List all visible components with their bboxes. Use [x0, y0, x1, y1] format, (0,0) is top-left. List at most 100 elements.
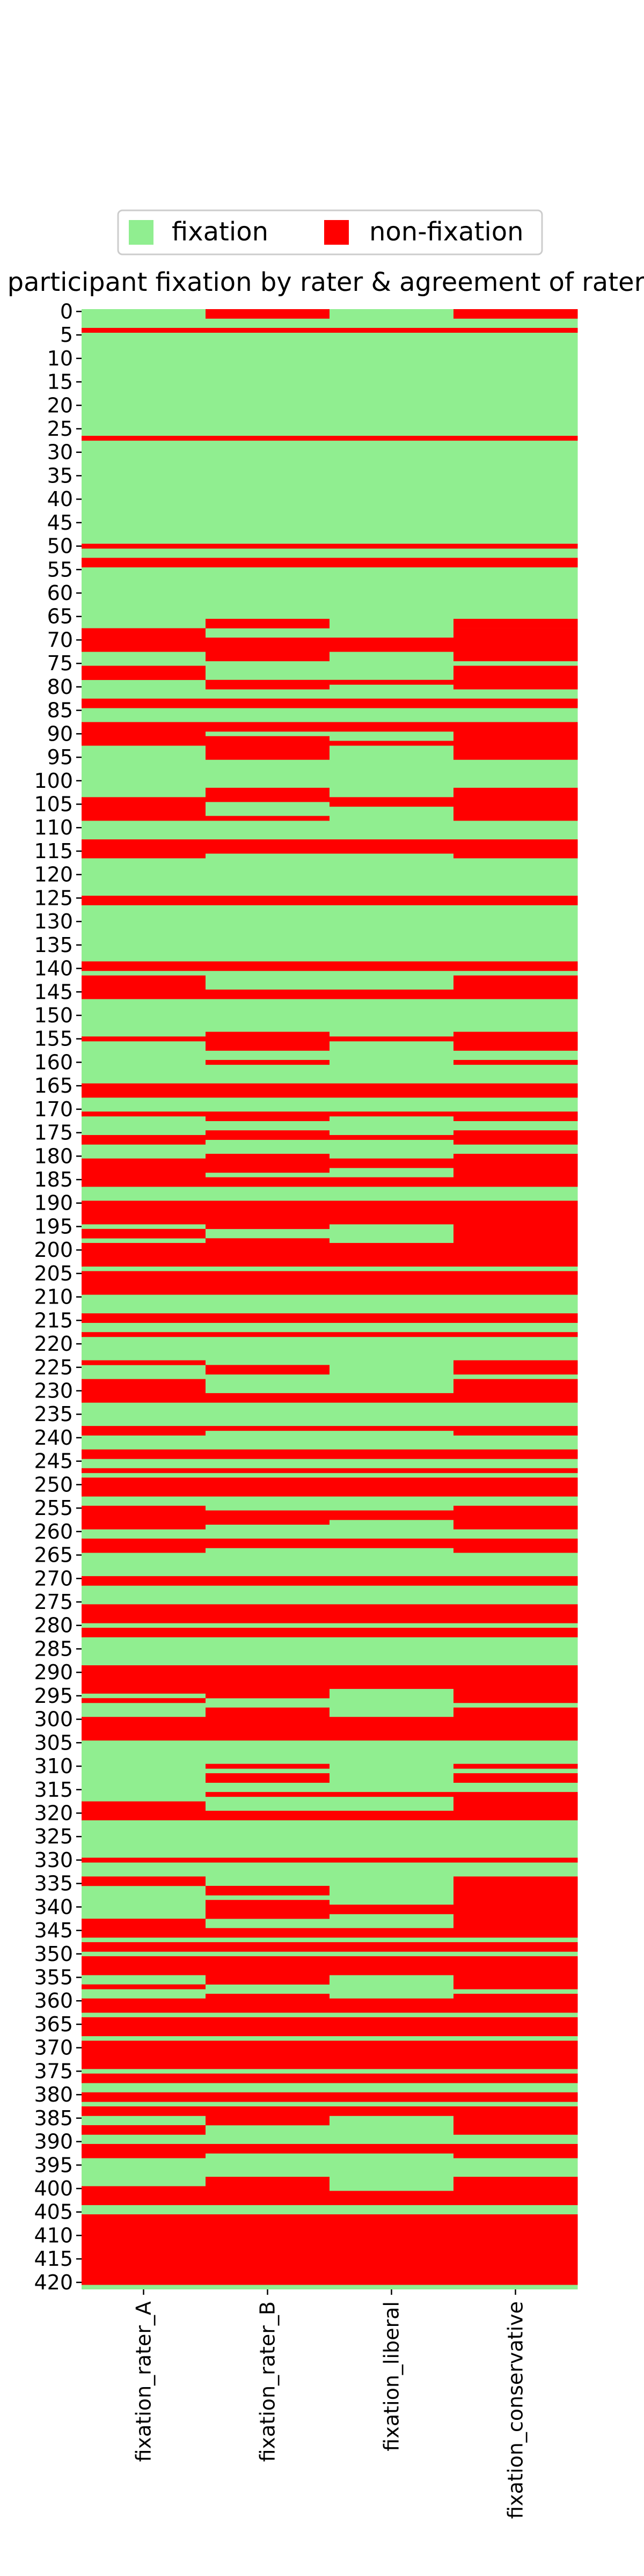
y-tick-label-20: 20	[47, 393, 73, 417]
non-fixation-cell-fixation_conservative-76-80	[453, 665, 578, 690]
non-fixation-cell-fixation_rater_B-154-157	[206, 1031, 330, 1051]
non-fixation-cell-fixation_liberal-231-232	[330, 1393, 454, 1403]
y-tick-label-60: 60	[47, 581, 73, 605]
non-fixation-cell-fixation_rater_A-50-50	[82, 544, 206, 549]
non-fixation-cell-fixation_liberal-383-384	[330, 2106, 454, 2116]
legend-swatch-non-fixation	[324, 220, 349, 245]
non-fixation-cell-fixation_rater_B-225-226	[206, 1365, 330, 1375]
y-tick-label-145: 145	[34, 980, 73, 1004]
non-fixation-cell-fixation_liberal-155-155	[330, 1036, 454, 1042]
non-fixation-cell-fixation_conservative-398-403	[453, 2177, 578, 2205]
non-fixation-cell-fixation_rater_A-196-197	[82, 1228, 206, 1239]
non-fixation-cell-fixation_liberal-289-293	[330, 1665, 454, 1689]
non-fixation-cell-fixation_rater_B-205-209	[206, 1271, 330, 1295]
y-tick-label-395: 395	[34, 2153, 73, 2177]
non-fixation-cell-fixation_liberal-270-271	[330, 1576, 454, 1586]
non-fixation-cell-fixation_conservative-369-374	[453, 2040, 578, 2069]
non-fixation-cell-fixation_rater_A-165-167	[82, 1083, 206, 1098]
non-fixation-cell-fixation_rater_A-228-232	[82, 1379, 206, 1403]
non-fixation-cell-fixation_rater_B-398-403	[206, 2177, 330, 2205]
non-fixation-cell-fixation_liberal-348-349	[330, 1942, 454, 1952]
non-fixation-cell-fixation_rater_B-249-252	[206, 1477, 330, 1497]
non-fixation-cell-fixation_conservative-383-386	[453, 2106, 578, 2126]
non-fixation-cell-fixation_conservative-316-321	[453, 1792, 578, 1820]
non-fixation-cell-fixation_liberal-376-377	[330, 2073, 454, 2083]
y-tick-label-165: 165	[34, 1074, 73, 1097]
non-fixation-cell-fixation_rater_A-142-146	[82, 975, 206, 999]
y-tick-label-65: 65	[47, 605, 73, 628]
non-fixation-cell-fixation_rater_B-0-1	[206, 309, 330, 319]
y-tick-label-135: 135	[34, 933, 73, 957]
non-fixation-cell-fixation_rater_B-359-362	[206, 1994, 330, 2013]
y-tick-label-305: 305	[34, 1731, 73, 1754]
y-tick-label-100: 100	[34, 769, 73, 793]
non-fixation-cell-fixation_conservative-139-140	[453, 961, 578, 971]
non-fixation-cell-fixation_rater_B-247-247	[206, 1468, 330, 1473]
non-fixation-cell-fixation_rater_B-406-420	[206, 2214, 330, 2285]
non-fixation-cell-fixation_rater_A-53-54	[82, 558, 206, 568]
y-tick-label-85: 85	[47, 699, 73, 722]
y-tick-label-290: 290	[34, 1660, 73, 1684]
non-fixation-cell-fixation_liberal-369-374	[330, 2040, 454, 2069]
non-fixation-cell-fixation_liberal-330-330	[330, 1857, 454, 1863]
non-fixation-cell-fixation_rater_A-247-247	[82, 1468, 206, 1473]
y-tick-label-345: 345	[34, 1919, 73, 1942]
y-tick-label-5: 5	[60, 323, 73, 347]
non-fixation-cell-fixation_rater_A-83-84	[82, 698, 206, 708]
non-fixation-cell-fixation_liberal-281-282	[330, 1628, 454, 1637]
non-fixation-cell-fixation_liberal-364-367	[330, 2017, 454, 2037]
non-fixation-cell-fixation_rater_A-357-357	[82, 1984, 206, 1989]
y-tick-label-120: 120	[34, 863, 73, 887]
non-fixation-cell-fixation_rater_B-339-342	[206, 1900, 330, 1919]
non-fixation-cell-fixation_rater_B-281-282	[206, 1628, 330, 1637]
non-fixation-cell-fixation_rater_B-364-367	[206, 2017, 330, 2037]
non-fixation-cell-fixation_liberal-27-27	[330, 436, 454, 441]
non-fixation-cell-fixation_rater_B-214-215	[206, 1313, 330, 1323]
y-tick-label-200: 200	[34, 1238, 73, 1262]
non-fixation-cell-fixation_rater_B-139-140	[206, 961, 330, 971]
y-tick-label-415: 415	[34, 2247, 73, 2271]
non-fixation-cell-fixation_conservative-334-346	[453, 1876, 578, 1938]
non-fixation-cell-fixation_rater_B-348-349	[206, 1942, 330, 1952]
non-fixation-cell-fixation_liberal-380-381	[330, 2092, 454, 2102]
non-fixation-cell-fixation_liberal-139-140	[330, 961, 454, 971]
non-fixation-cell-fixation_liberal-88-89	[330, 722, 454, 732]
non-fixation-cell-fixation_liberal-406-420	[330, 2214, 454, 2285]
non-fixation-cell-fixation_rater_B-113-115	[206, 839, 330, 854]
column-fixation_liberal-fixation-background	[330, 309, 454, 2289]
non-fixation-cell-fixation_conservative-180-186	[453, 1153, 578, 1187]
non-fixation-cell-fixation_rater_B-165-167	[206, 1083, 330, 1098]
non-fixation-cell-fixation_rater_A-249-252	[82, 1477, 206, 1497]
non-fixation-cell-fixation_rater_A-281-282	[82, 1628, 206, 1637]
y-tick-label-190: 190	[34, 1191, 73, 1215]
non-fixation-cell-fixation_conservative-160-160	[453, 1060, 578, 1065]
non-fixation-cell-fixation_liberal-185-186	[330, 1177, 454, 1187]
non-fixation-cell-fixation_conservative-88-95	[453, 722, 578, 760]
y-tick-label-350: 350	[34, 1942, 73, 1966]
non-fixation-cell-fixation_liberal-50-50	[330, 544, 454, 549]
chart-title: participant fixation by rater & agreemen…	[8, 267, 644, 297]
y-tick-label-130: 130	[34, 910, 73, 933]
non-fixation-cell-fixation_rater_A-113-116	[82, 839, 206, 859]
non-fixation-cell-fixation_liberal-113-115	[330, 839, 454, 854]
non-fixation-cell-fixation_rater_A-400-403	[82, 2186, 206, 2205]
non-fixation-cell-fixation_rater_B-66-67	[206, 619, 330, 628]
non-fixation-cell-fixation_rater_A-4-4	[82, 327, 206, 333]
y-tick-label-265: 265	[34, 1543, 73, 1567]
y-tick-label-300: 300	[34, 1708, 73, 1731]
non-fixation-cell-fixation_rater_A-300-304	[82, 1717, 206, 1741]
y-tick-label-195: 195	[34, 1214, 73, 1238]
non-fixation-cell-fixation_conservative-330-330	[453, 1857, 578, 1863]
non-fixation-cell-fixation_liberal-4-4	[330, 327, 454, 333]
y-tick-label-215: 215	[34, 1308, 73, 1332]
non-fixation-cell-fixation_liberal-340-341	[330, 1904, 454, 1914]
non-fixation-cell-fixation_rater_B-79-80	[206, 679, 330, 690]
non-fixation-cell-fixation_liberal-70-72	[330, 638, 454, 652]
y-tick-label-380: 380	[34, 2083, 73, 2106]
non-fixation-cell-fixation_rater_A-104-108	[82, 797, 206, 821]
non-fixation-cell-fixation_conservative-376-377	[453, 2073, 578, 2083]
non-fixation-cell-fixation_rater_A-387-388	[82, 2125, 206, 2135]
non-fixation-cell-fixation_conservative-255-259	[453, 1505, 578, 1529]
non-fixation-cell-fixation_rater_B-53-54	[206, 558, 330, 568]
